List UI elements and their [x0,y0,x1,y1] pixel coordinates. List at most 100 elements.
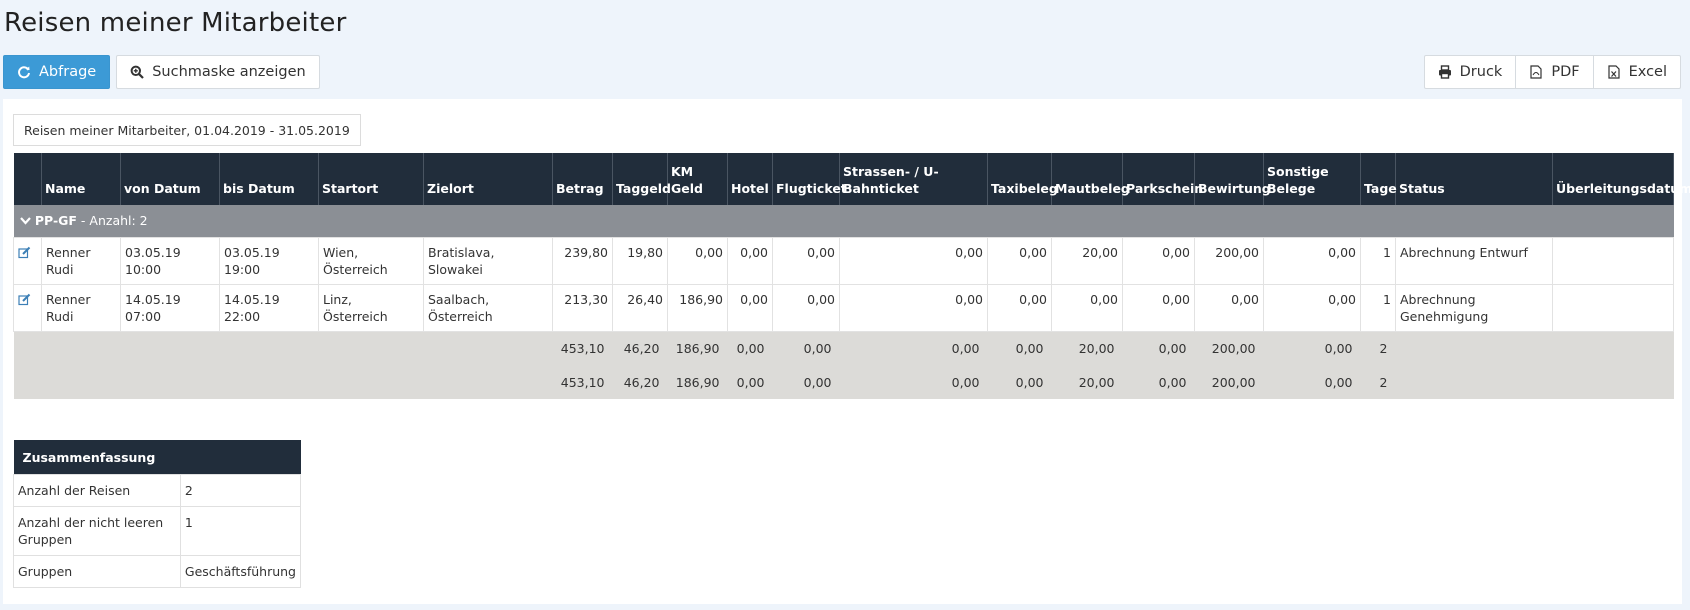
grand-total-catering: 200,00 [1194,365,1264,399]
zoom-icon [130,65,144,79]
cell-destination: Bratislava, Slowakei [423,236,553,285]
group-header[interactable]: PP-GF - Anzahl: 2 [13,205,1674,237]
edit-icon[interactable] [18,293,31,306]
total-days: 2 [1360,331,1396,365]
cell-destination: Saalbach, Österreich [423,283,553,332]
total-tail-spacer [1395,365,1674,399]
cell-flight-ticket: 0,00 [772,236,840,285]
group-count: - Anzahl: 2 [76,213,148,229]
grand-total-other-receipts: 0,00 [1263,365,1361,399]
total-catering: 200,00 [1194,331,1264,365]
row-edit[interactable] [13,283,42,332]
col-transit-ticket[interactable]: Strassen- / U-Bahnticket [839,153,988,205]
grand-total-hotel: 0,00 [727,365,773,399]
grand-total-amount: 453,10 [552,365,613,399]
total-toll: 20,00 [1051,331,1123,365]
total-taxi: 0,00 [987,331,1052,365]
total-other-receipts: 0,00 [1263,331,1361,365]
cell-parking: 0,00 [1122,283,1195,332]
pdf-file-icon [1529,65,1543,79]
export-toolbar: Druck PDF Excel [1423,55,1681,89]
summary-label: Gruppen [13,555,181,588]
col-hotel[interactable]: Hotel [727,153,773,205]
total-transit-ticket: 0,00 [839,331,988,365]
cell-to-date: 03.05.19 19:00 [219,236,319,285]
table-row: Renner Rudi 03.05.19 10:00 03.05.19 19:0… [13,236,1674,285]
group-name: PP-GF [34,213,77,229]
group-row[interactable]: PP-GF - Anzahl: 2 [13,205,1674,237]
cell-km-money: 186,90 [667,283,728,332]
cell-daily-allowance: 26,40 [612,283,668,332]
col-parking[interactable]: Parkschein [1122,153,1203,205]
col-from-date[interactable]: von Datum [120,153,220,205]
pdf-button[interactable]: PDF [1515,55,1594,89]
col-status[interactable]: Status [1395,153,1553,205]
cell-transfer-date [1552,283,1674,332]
cell-other-receipts: 0,00 [1263,283,1361,332]
col-flight-ticket[interactable]: Flugticket [772,153,847,205]
query-button[interactable]: Abfrage [3,55,111,89]
col-transfer-date[interactable]: Überleitungsdatum [1552,153,1690,205]
col-other-receipts[interactable]: Sonstige Belege [1263,153,1361,205]
cell-transfer-date [1552,236,1674,285]
grand-total-km-money: 186,90 [667,365,728,399]
table-row: Renner Rudi 14.05.19 07:00 14.05.19 22:0… [13,283,1674,332]
cell-taxi: 0,00 [987,236,1052,285]
col-start[interactable]: Startort [318,153,424,205]
col-km-money[interactable]: KM Geld [667,153,728,205]
chevron-down-icon[interactable] [19,213,35,228]
cell-taxi: 0,00 [987,283,1052,332]
total-label-spacer [13,331,553,365]
excel-button[interactable]: Excel [1592,55,1681,89]
summary-row: Gruppen Geschäftsführung [13,555,302,588]
col-name[interactable]: Name [41,153,121,205]
summary-row: Anzahl der Reisen 2 [13,474,302,507]
total-daily-allowance: 46,20 [612,331,668,365]
total-tail-spacer [1395,331,1674,365]
query-button-label: Abfrage [39,64,97,80]
total-parking: 0,00 [1122,331,1195,365]
summary-label: Anzahl der nicht leeren Gruppen [13,506,181,556]
cell-from-date: 14.05.19 07:00 [120,283,220,332]
col-to-date[interactable]: bis Datum [219,153,319,205]
search-mask-button[interactable]: Suchmaske anzeigen [116,55,320,89]
cell-catering: 200,00 [1194,236,1264,285]
col-taxi[interactable]: Taxibeleg [987,153,1058,205]
page-title: Reisen meiner Mitarbeiter [4,8,347,38]
summary-value: Geschäftsführung [179,555,302,588]
cell-daily-allowance: 19,80 [612,236,668,285]
cell-name: Renner Rudi [41,236,121,285]
cell-transit-ticket: 0,00 [839,236,988,285]
col-catering[interactable]: Bewirtung [1194,153,1271,205]
cell-from-date: 03.05.19 10:00 [120,236,220,285]
excel-file-icon [1607,65,1621,79]
print-button[interactable]: Druck [1423,55,1517,89]
excel-button-label: Excel [1628,64,1667,80]
cell-hotel: 0,00 [727,236,773,285]
cell-name: Renner Rudi [41,283,121,332]
col-days[interactable]: Tage [1360,153,1397,205]
total-km-money: 186,90 [667,331,728,365]
col-toll[interactable]: Mautbeleg [1051,153,1130,205]
cell-status: Abrechnung Genehmigung [1395,283,1553,332]
cell-amount: 213,30 [552,283,613,332]
summary-table: Zusammenfassung Anzahl der Reisen 2 Anza… [13,440,302,588]
edit-icon[interactable] [18,246,31,259]
col-daily-allowance[interactable]: Taggeld [612,153,671,205]
row-edit[interactable] [13,236,42,285]
grand-total-daily-allowance: 46,20 [612,365,668,399]
total-amount: 453,10 [552,331,613,365]
col-action [13,153,42,205]
total-label-spacer [13,365,553,399]
summary-label: Anzahl der Reisen [13,474,181,507]
col-amount[interactable]: Betrag [552,153,613,205]
grand-total-days: 2 [1360,365,1396,399]
group-total-row: 453,10 46,20 186,90 0,00 0,00 0,00 0,00 … [13,331,1674,365]
col-destination[interactable]: Zielort [423,153,553,205]
cell-start: Wien, Österreich [318,236,424,285]
search-mask-button-label: Suchmaske anzeigen [152,64,306,80]
cell-catering: 0,00 [1194,283,1264,332]
grand-total-row: 453,10 46,20 186,90 0,00 0,00 0,00 0,00 … [13,365,1674,399]
summary-row: Anzahl der nicht leeren Gruppen 1 [13,506,302,556]
grand-total-flight-ticket: 0,00 [772,365,840,399]
